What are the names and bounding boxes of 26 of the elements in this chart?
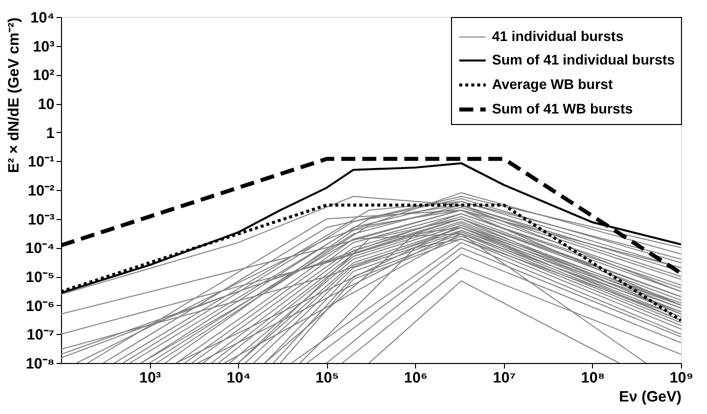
legend-label: Average WB burst	[492, 76, 614, 92]
legend-label: 41 individual bursts	[492, 28, 624, 44]
y-tick-label: 10⁻⁴	[25, 240, 54, 258]
y-tick-label: 10²	[32, 67, 54, 84]
legend-label: Sum of 41 WB bursts	[492, 100, 634, 116]
x-tick-label: 10⁶	[404, 370, 428, 386]
x-tick-label: 10⁴	[226, 370, 251, 386]
x-tick-label: 10⁸	[581, 370, 605, 386]
y-tick-label: 10⁴	[30, 10, 54, 26]
y-tick-label: 10⁻⁶	[26, 298, 54, 315]
y-tick-label: 10⁻⁸	[26, 356, 54, 372]
y-tick-label: 10⁻⁵	[26, 269, 54, 286]
y-tick-label: 10	[38, 96, 54, 113]
x-tick-label: 10³	[139, 370, 161, 386]
y-tick-label: 10⁻²	[28, 182, 54, 200]
legend-label: Sum of 41 individual bursts	[492, 52, 676, 68]
y-tick-label: 10⁻⁷	[26, 326, 54, 344]
y-tick-label: 10⁻³	[28, 211, 54, 228]
x-tick-label: 10⁹	[670, 370, 694, 386]
y-axis-title: E² × dN/dE (GeV cm⁻²)	[5, 18, 22, 173]
x-axis-title: Eν (GeV)	[618, 388, 682, 406]
y-tick-label: 10³	[32, 38, 54, 56]
y-tick-label: 1	[46, 124, 54, 142]
x-tick-label: 10⁷	[492, 370, 516, 386]
y-tick-label: 10⁻¹	[28, 154, 54, 171]
x-tick-label: 10⁵	[315, 370, 340, 386]
